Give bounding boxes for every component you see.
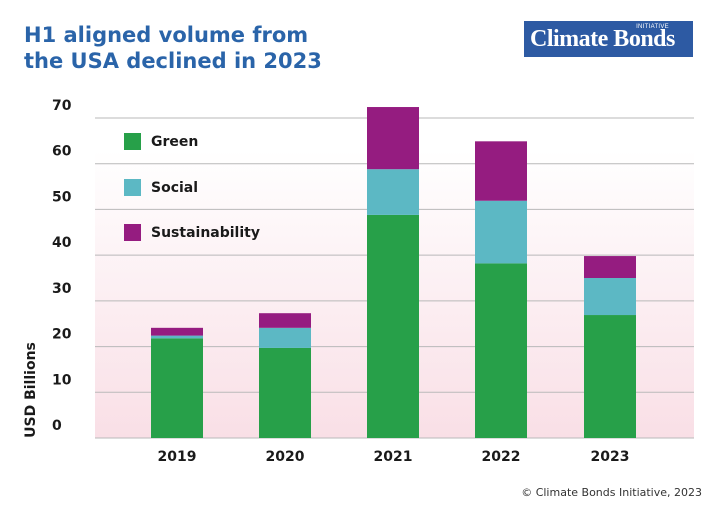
legend-swatch-social — [124, 179, 141, 196]
copyright-notice: © Climate Bonds Initiative, 2023 — [521, 486, 702, 499]
bar-sustainability-2022 — [475, 141, 527, 201]
bar-social-2022 — [475, 200, 527, 264]
bar-green-2019 — [151, 338, 203, 438]
x-tick-label: 2019 — [158, 449, 197, 465]
x-axis-ticks: 2019 2020 2021 2022 2023 — [158, 449, 630, 465]
bar-social-2020 — [259, 327, 311, 348]
bar-sustainability-2019 — [151, 327, 203, 336]
bar-social-2021 — [367, 169, 419, 215]
y-axis-ticks: 0 10 20 30 40 50 60 70 — [52, 98, 72, 434]
legend: Green Social Sustainability — [124, 133, 260, 241]
bar-social-2023 — [584, 278, 636, 316]
bar-social-2019 — [151, 335, 203, 339]
y-tick-label: 40 — [52, 235, 72, 251]
bar-sustainability-2021 — [367, 107, 419, 170]
bar-sustainability-2020 — [259, 313, 311, 328]
chart-title-line-1: H1 aligned volume from — [24, 23, 309, 47]
y-tick-label: 50 — [52, 189, 72, 205]
y-tick-label: 60 — [52, 144, 72, 160]
bar-green-2023 — [584, 315, 636, 438]
y-tick-label: 0 — [52, 418, 62, 434]
y-tick-label: 70 — [52, 98, 72, 114]
bar-green-2020 — [259, 347, 311, 438]
y-axis-label: USD Billions — [23, 342, 39, 438]
chart-title: H1 aligned volume from the USA declined … — [24, 22, 322, 74]
y-tick-label: 30 — [52, 281, 72, 297]
chart-title-line-2: the USA declined in 2023 — [24, 49, 322, 73]
legend-swatch-sustainability — [124, 224, 141, 241]
legend-label-green: Green — [151, 134, 198, 150]
climate-bonds-logo: Climate Bonds INITIATIVE — [524, 21, 693, 57]
logo-initiative-text: INITIATIVE — [636, 24, 669, 30]
y-tick-label: 10 — [52, 372, 72, 388]
bar-sustainability-2023 — [584, 256, 636, 278]
x-tick-label: 2022 — [482, 449, 521, 465]
x-tick-label: 2021 — [374, 449, 413, 465]
bars — [151, 107, 636, 438]
x-tick-label: 2020 — [266, 449, 305, 465]
logo-wordmark: Climate Bonds — [530, 26, 675, 52]
y-tick-label: 20 — [52, 327, 72, 343]
legend-label-social: Social — [151, 180, 198, 196]
legend-label-sustainability: Sustainability — [151, 225, 260, 241]
legend-swatch-green — [124, 133, 141, 150]
x-tick-label: 2023 — [591, 449, 630, 465]
bar-green-2022 — [475, 263, 527, 438]
bar-green-2021 — [367, 214, 419, 438]
